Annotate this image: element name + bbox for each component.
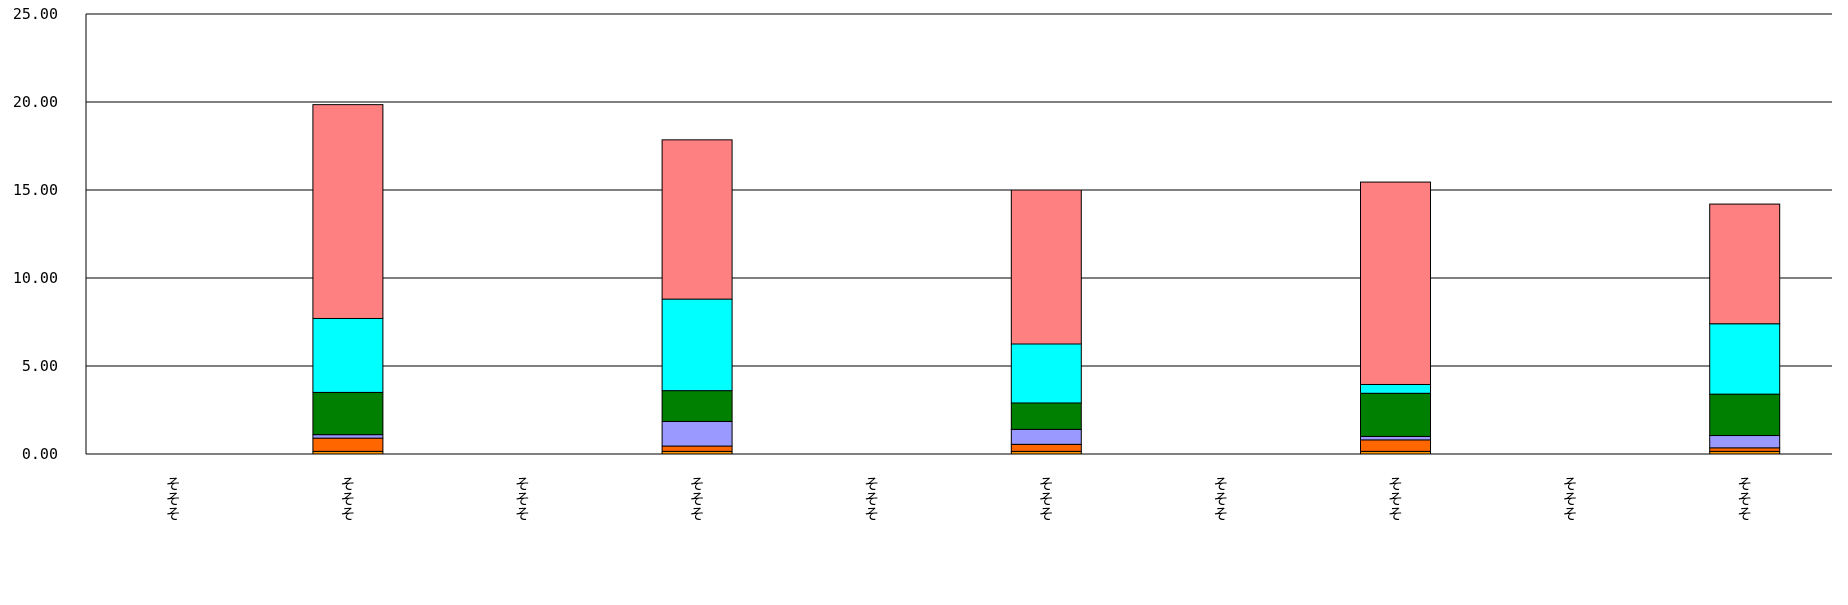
bar-segment-2 <box>1360 439 1431 452</box>
bar-segment-6 <box>312 104 384 319</box>
x-tick-label: そそそ <box>1213 475 1228 523</box>
bar-segment-5 <box>1360 383 1431 394</box>
x-tick-label: そそそ <box>1737 475 1752 523</box>
bar-segment-5 <box>312 317 384 393</box>
bar-segment-4 <box>1360 392 1431 437</box>
bar-segment-6 <box>1360 181 1431 385</box>
x-tick-label: そそそ <box>864 475 879 523</box>
bar-segment-4 <box>661 390 733 422</box>
y-tick-label: 0.00 <box>22 445 58 463</box>
x-tick-label: そそそ <box>1388 475 1403 523</box>
bar-segment-6 <box>1010 189 1082 345</box>
y-axis-tick-labels: 0.00 5.00 10.00 15.00 20.00 25.00 <box>13 5 58 463</box>
bar-segment-3 <box>312 434 384 439</box>
y-tick-label: 5.00 <box>22 357 58 375</box>
bar-segment-2 <box>312 437 384 452</box>
bar-segment-5 <box>661 298 733 392</box>
bar-segment-3 <box>1360 435 1431 441</box>
bar-segment-6 <box>1709 203 1781 325</box>
x-axis-category-labels: そそそ そそそ そそそ そそそ そそそ そそそ そそそ そそそ そそそ そそそ <box>166 475 1752 523</box>
bars <box>312 104 1781 455</box>
bar-segment-5 <box>1709 323 1781 395</box>
x-tick-label: そそそ <box>340 475 355 523</box>
bar-segment-4 <box>1709 393 1781 437</box>
bar-segment-3 <box>1709 435 1781 449</box>
x-tick-label: そそそ <box>166 475 181 523</box>
y-tick-label: 15.00 <box>13 181 58 199</box>
bar-segment-4 <box>1010 402 1082 430</box>
y-tick-label: 10.00 <box>13 269 58 287</box>
bar-segment-6 <box>661 139 733 300</box>
x-tick-label: そそそ <box>1563 475 1578 523</box>
x-tick-label: そそそ <box>690 475 705 523</box>
x-tick-label: そそそ <box>515 475 530 523</box>
bar-segment-2 <box>661 445 733 452</box>
y-tick-label: 20.00 <box>13 93 58 111</box>
bar-segment-3 <box>661 420 733 447</box>
bar-segment-3 <box>1010 428 1082 445</box>
bar-segment-4 <box>312 391 384 436</box>
bar-segment-5 <box>1010 343 1082 404</box>
bar-segment-2 <box>1010 443 1082 452</box>
x-tick-label: そそそ <box>1039 475 1054 523</box>
y-tick-label: 25.00 <box>13 5 58 23</box>
bar-segment-2 <box>1709 447 1781 452</box>
